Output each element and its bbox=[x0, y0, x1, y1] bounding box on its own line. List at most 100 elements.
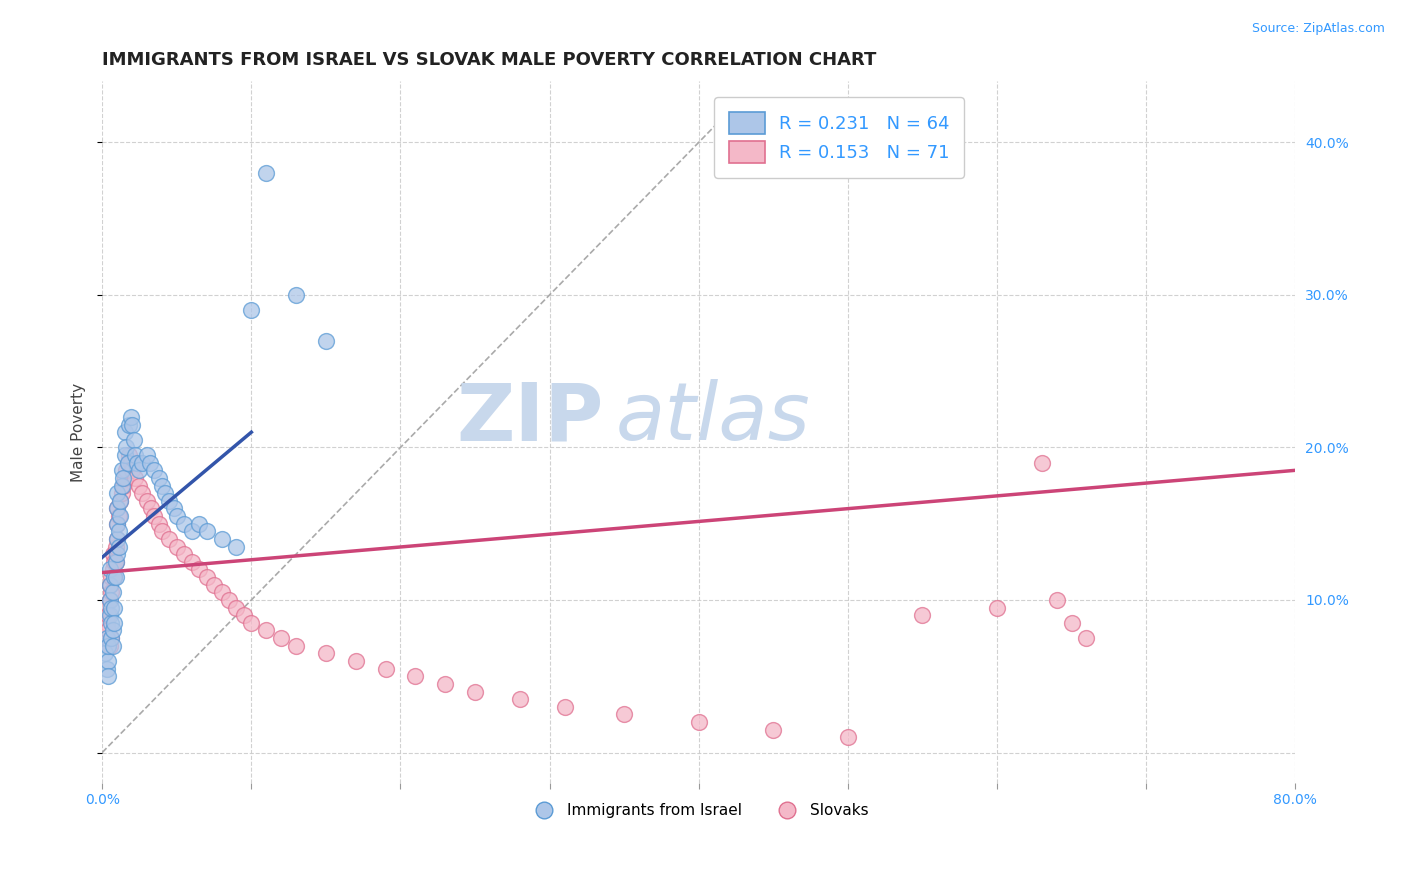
Point bbox=[103, 600, 125, 615]
Point bbox=[128, 463, 150, 477]
Point bbox=[150, 524, 173, 539]
Point bbox=[125, 456, 148, 470]
Point bbox=[211, 585, 233, 599]
Point bbox=[108, 493, 131, 508]
Point bbox=[225, 600, 247, 615]
Point bbox=[218, 593, 240, 607]
Point bbox=[131, 486, 153, 500]
Point bbox=[103, 615, 125, 630]
Point bbox=[98, 593, 121, 607]
Point bbox=[141, 501, 163, 516]
Text: Source: ZipAtlas.com: Source: ZipAtlas.com bbox=[1251, 22, 1385, 36]
Point bbox=[148, 471, 170, 485]
Point bbox=[100, 570, 122, 584]
Point bbox=[98, 639, 121, 653]
Point bbox=[128, 478, 150, 492]
Point bbox=[117, 456, 139, 470]
Point bbox=[103, 555, 125, 569]
Point bbox=[104, 555, 127, 569]
Point bbox=[97, 639, 120, 653]
Point bbox=[136, 493, 159, 508]
Point bbox=[613, 707, 636, 722]
Point bbox=[110, 486, 132, 500]
Point bbox=[101, 547, 124, 561]
Point bbox=[225, 540, 247, 554]
Point bbox=[911, 608, 934, 623]
Point bbox=[98, 608, 121, 623]
Point bbox=[118, 448, 141, 462]
Point bbox=[112, 471, 135, 485]
Point bbox=[98, 593, 121, 607]
Point bbox=[107, 524, 129, 539]
Point bbox=[1046, 593, 1069, 607]
Point bbox=[105, 547, 128, 561]
Point bbox=[136, 448, 159, 462]
Point bbox=[285, 288, 308, 302]
Point bbox=[120, 409, 142, 424]
Y-axis label: Male Poverty: Male Poverty bbox=[72, 383, 86, 482]
Point bbox=[124, 448, 146, 462]
Text: ZIP: ZIP bbox=[456, 379, 603, 458]
Point bbox=[254, 624, 277, 638]
Point bbox=[124, 471, 146, 485]
Point bbox=[107, 509, 129, 524]
Point bbox=[254, 166, 277, 180]
Point bbox=[837, 731, 859, 745]
Point bbox=[188, 562, 211, 576]
Point bbox=[139, 456, 162, 470]
Point bbox=[114, 448, 136, 462]
Point bbox=[96, 662, 118, 676]
Point bbox=[344, 654, 367, 668]
Point bbox=[986, 600, 1008, 615]
Point bbox=[240, 303, 263, 318]
Point bbox=[105, 532, 128, 546]
Point bbox=[110, 478, 132, 492]
Point bbox=[202, 578, 225, 592]
Point bbox=[374, 662, 396, 676]
Point bbox=[105, 501, 128, 516]
Point bbox=[553, 699, 575, 714]
Point bbox=[173, 547, 195, 561]
Point bbox=[166, 540, 188, 554]
Point bbox=[108, 509, 131, 524]
Point bbox=[434, 677, 457, 691]
Point bbox=[97, 654, 120, 668]
Point bbox=[100, 585, 122, 599]
Point bbox=[143, 509, 166, 524]
Point bbox=[96, 615, 118, 630]
Point bbox=[509, 692, 531, 706]
Point bbox=[143, 463, 166, 477]
Point bbox=[104, 555, 127, 569]
Point bbox=[101, 639, 124, 653]
Point bbox=[1060, 615, 1083, 630]
Point bbox=[107, 540, 129, 554]
Point bbox=[108, 493, 131, 508]
Point bbox=[131, 456, 153, 470]
Point bbox=[101, 624, 124, 638]
Point bbox=[122, 433, 145, 447]
Point bbox=[97, 669, 120, 683]
Point bbox=[101, 562, 124, 576]
Point bbox=[285, 639, 308, 653]
Point bbox=[464, 684, 486, 698]
Point bbox=[100, 615, 122, 630]
Point bbox=[211, 532, 233, 546]
Point bbox=[195, 524, 218, 539]
Point bbox=[148, 516, 170, 531]
Legend: Immigrants from Israel, Slovaks: Immigrants from Israel, Slovaks bbox=[522, 797, 875, 824]
Point bbox=[188, 516, 211, 531]
Point bbox=[96, 631, 118, 645]
Point bbox=[180, 555, 202, 569]
Point bbox=[96, 631, 118, 645]
Point bbox=[404, 669, 426, 683]
Point bbox=[150, 478, 173, 492]
Point bbox=[97, 608, 120, 623]
Point bbox=[105, 532, 128, 546]
Point bbox=[114, 425, 136, 440]
Point bbox=[157, 532, 180, 546]
Point bbox=[121, 417, 143, 432]
Point bbox=[688, 714, 710, 729]
Point bbox=[232, 608, 254, 623]
Point bbox=[101, 585, 124, 599]
Point bbox=[115, 463, 138, 477]
